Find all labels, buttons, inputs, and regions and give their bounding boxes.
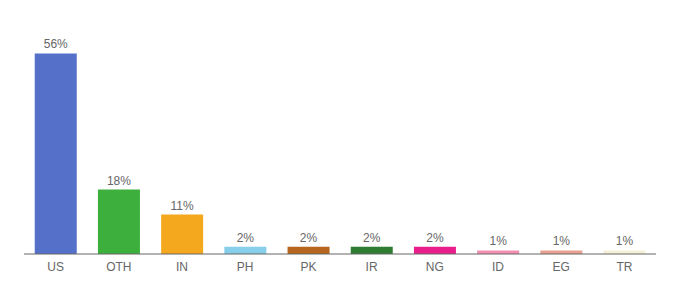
svg-text:IR: IR	[366, 260, 378, 274]
svg-text:PH: PH	[237, 260, 254, 274]
svg-text:18%: 18%	[107, 174, 131, 188]
svg-text:1%: 1%	[489, 234, 507, 248]
svg-text:2%: 2%	[363, 231, 381, 245]
svg-text:EG: EG	[553, 260, 570, 274]
svg-text:11%: 11%	[171, 199, 194, 213]
svg-text:IN: IN	[176, 260, 188, 274]
svg-text:2%: 2%	[426, 231, 444, 245]
svg-text:OTH: OTH	[106, 260, 131, 274]
svg-text:56%: 56%	[44, 37, 68, 51]
svg-text:US: US	[47, 260, 64, 274]
svg-text:2%: 2%	[237, 231, 255, 245]
svg-text:TR: TR	[616, 260, 632, 274]
svg-text:ID: ID	[492, 260, 504, 274]
svg-text:1%: 1%	[616, 234, 634, 248]
svg-text:2%: 2%	[300, 231, 318, 245]
svg-text:NG: NG	[426, 260, 444, 274]
svg-text:PK: PK	[300, 260, 316, 274]
svg-text:1%: 1%	[553, 234, 571, 248]
